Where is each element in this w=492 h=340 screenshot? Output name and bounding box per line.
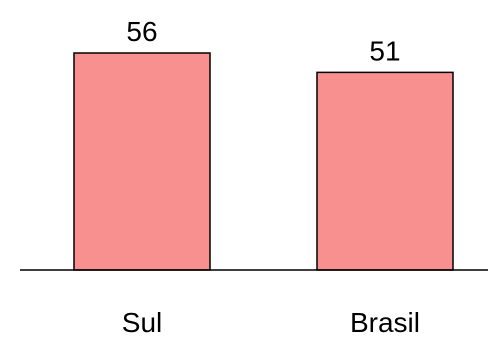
bar-brasil xyxy=(316,71,454,271)
category-label-sul: Sul xyxy=(122,307,162,338)
data-label-sul: 56 xyxy=(126,16,157,47)
category-label-brasil: Brasil xyxy=(350,307,420,338)
bar-sul xyxy=(73,52,211,271)
data-label-brasil: 51 xyxy=(369,35,400,66)
